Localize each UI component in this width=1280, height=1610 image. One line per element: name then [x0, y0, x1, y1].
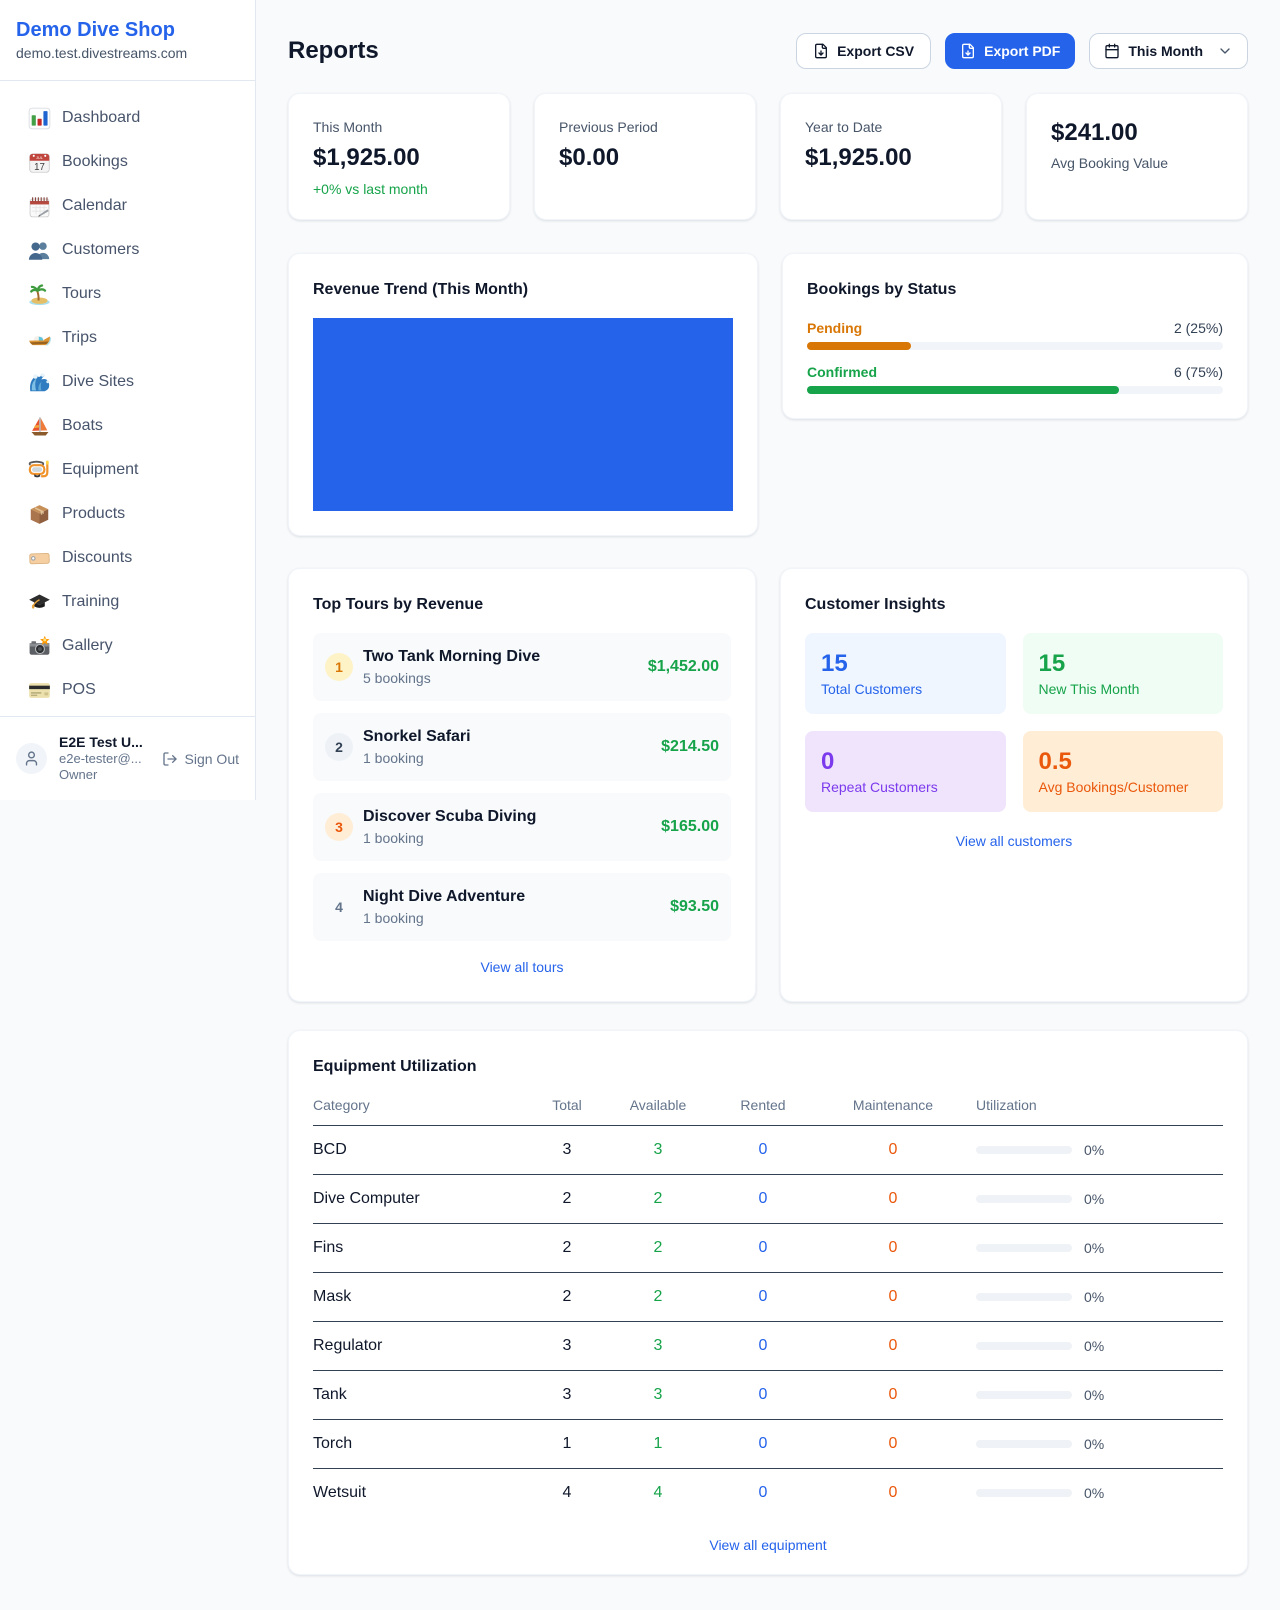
svg-text:JUL: JUL	[36, 155, 44, 160]
svg-text:17: 17	[34, 161, 45, 172]
